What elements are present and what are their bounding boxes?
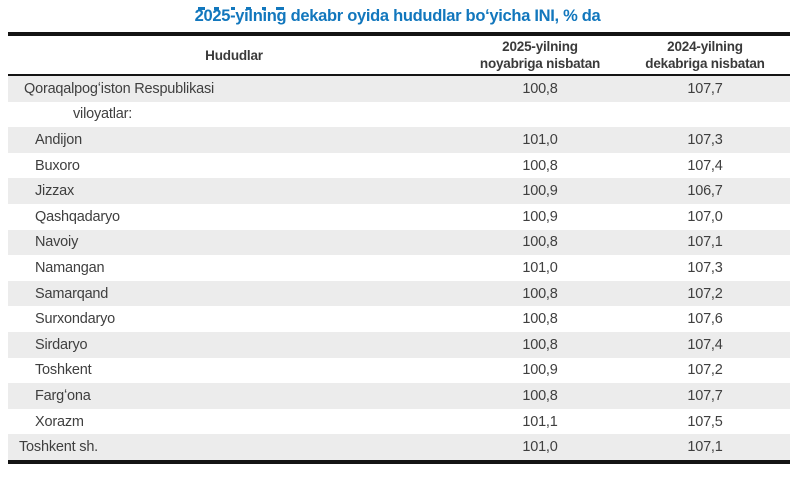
value-2024-cell: 107,3 bbox=[687, 259, 723, 276]
clipped-text-fragment bbox=[231, 7, 235, 10]
table-row: Fargʻona 100,8 107,7 bbox=[8, 383, 790, 409]
table-row: Qoraqalpogʻiston Respublikasi 100,8 107,… bbox=[8, 76, 790, 102]
column-header-line: dekabriga nisbatan bbox=[645, 56, 765, 71]
region-name-cell: Xorazm bbox=[35, 413, 84, 430]
column-header-line: noyabriga nisbatan bbox=[479, 56, 601, 71]
region-name-cell: Andijon bbox=[35, 131, 82, 148]
clipped-text-fragment bbox=[214, 7, 219, 10]
column-header-vs-november-2025: 2025-yilning noyabriga nisbatan bbox=[460, 38, 620, 72]
value-2024-cell: 107,3 bbox=[687, 131, 723, 148]
value-2025-cell: 100,8 bbox=[522, 336, 558, 353]
value-2024-cell: 107,2 bbox=[687, 362, 723, 379]
table-row: Surxondaryo 100,8 107,6 bbox=[8, 306, 790, 332]
table-row: Qashqadaryo 100,9 107,0 bbox=[8, 203, 790, 230]
table-row: Toshkent 100,9 107,2 bbox=[8, 357, 790, 384]
table-row: Andijon 101,0 107,3 bbox=[8, 127, 790, 153]
value-2025-cell: 101,1 bbox=[522, 413, 558, 430]
value-2024-cell: 107,1 bbox=[687, 234, 723, 251]
value-2024-cell: 107,4 bbox=[687, 157, 723, 174]
clipped-text-fragment bbox=[262, 7, 266, 10]
table-row: Jizzax 100,9 106,7 bbox=[8, 178, 790, 204]
region-name-cell: Namangan bbox=[35, 259, 105, 276]
column-header-regions: Hududlar bbox=[205, 47, 263, 63]
region-name-cell: Qashqadaryo bbox=[35, 208, 120, 225]
region-name-cell: Navoiy bbox=[35, 234, 79, 251]
clipped-text-fragment bbox=[198, 7, 205, 10]
table-row: Samarqand 100,8 107,2 bbox=[8, 280, 790, 307]
column-header-vs-december-2024: 2024-yilning dekabriga nisbatan bbox=[620, 38, 790, 72]
value-2025-cell: 100,8 bbox=[522, 80, 558, 97]
value-2024-cell: 107,7 bbox=[687, 80, 723, 97]
value-2024-cell: 107,6 bbox=[687, 311, 723, 328]
value-2025-cell: 100,9 bbox=[522, 183, 558, 200]
region-name-cell: Surxondaryo bbox=[35, 311, 116, 328]
clipped-text-fragment bbox=[246, 7, 251, 10]
column-header-line: 2025-yilning bbox=[502, 39, 578, 54]
clipped-text-fragment bbox=[276, 7, 284, 10]
value-2025-cell: 100,9 bbox=[522, 208, 558, 225]
value-2024-cell: 107,2 bbox=[687, 285, 723, 302]
region-name-cell: Toshkent bbox=[35, 362, 92, 379]
value-2025-cell: 100,8 bbox=[522, 234, 558, 251]
region-name-cell: Sirdaryo bbox=[35, 336, 88, 353]
region-name-cell: Buxoro bbox=[35, 157, 80, 174]
regions-ini-table: Hududlar 2025-yilning noyabriga nisbatan… bbox=[8, 32, 790, 464]
value-2025-cell: 100,8 bbox=[522, 157, 558, 174]
table-row: Sirdaryo 100,8 107,4 bbox=[8, 331, 790, 358]
value-2025-cell: 100,8 bbox=[522, 387, 558, 404]
value-2024-cell: 107,7 bbox=[687, 387, 723, 404]
table-row: Namangan 101,0 107,3 bbox=[8, 255, 790, 281]
region-name-cell: Toshkent sh. bbox=[19, 439, 99, 456]
value-2024-cell: 107,4 bbox=[687, 336, 723, 353]
table-row: viloyatlar: bbox=[8, 101, 790, 128]
table-row: Buxoro 100,8 107,4 bbox=[8, 152, 790, 179]
column-header-line: 2024-yilning bbox=[667, 39, 743, 54]
value-2025-cell: 101,0 bbox=[522, 131, 558, 148]
value-2025-cell: 100,8 bbox=[522, 285, 558, 302]
region-name-cell: Jizzax bbox=[35, 183, 75, 200]
value-2025-cell: 101,0 bbox=[522, 259, 558, 276]
value-2025-cell: 100,8 bbox=[522, 311, 558, 328]
table-header-row: Hududlar 2025-yilning noyabriga nisbatan… bbox=[8, 36, 790, 76]
table-row: Navoiy 100,8 107,1 bbox=[8, 229, 790, 256]
value-2024-cell: 107,0 bbox=[687, 208, 723, 225]
page-title: 2025-yilning dekabr oyida hududlar boʻyi… bbox=[194, 7, 601, 25]
value-2024-cell: 107,1 bbox=[687, 439, 723, 456]
value-2025-cell: 100,9 bbox=[522, 362, 558, 379]
region-name-cell: Samarqand bbox=[35, 285, 109, 302]
table-row: Xorazm 101,1 107,5 bbox=[8, 408, 790, 435]
value-2024-cell: 107,5 bbox=[687, 413, 723, 430]
region-name-cell: Qoraqalpogʻiston Respublikasi bbox=[24, 80, 215, 97]
table-row: Toshkent sh. 101,0 107,1 bbox=[8, 434, 790, 460]
region-name-cell: viloyatlar: bbox=[73, 106, 133, 123]
value-2025-cell: 101,0 bbox=[522, 439, 558, 456]
region-name-cell: Fargʻona bbox=[35, 387, 91, 404]
value-2024-cell: 106,7 bbox=[687, 183, 723, 200]
